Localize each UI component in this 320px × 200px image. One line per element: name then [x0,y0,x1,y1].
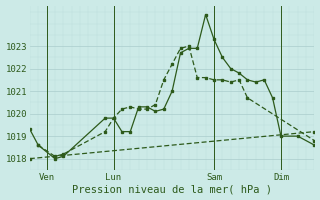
X-axis label: Pression niveau de la mer( hPa ): Pression niveau de la mer( hPa ) [72,184,272,194]
